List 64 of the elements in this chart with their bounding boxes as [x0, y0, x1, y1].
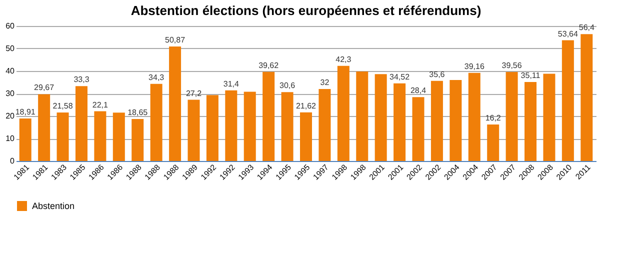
data-label: 35,6 — [429, 70, 446, 79]
bar — [169, 46, 182, 161]
chart-title: Abstention élections (hors européennes et référendums) — [130, 3, 482, 18]
y-tick-label: 40 — [6, 66, 16, 76]
bar — [244, 92, 256, 161]
bar — [374, 74, 387, 161]
data-label: 39,62 — [258, 60, 280, 70]
data-label: 16,2 — [485, 114, 502, 123]
data-label: 34,3 — [148, 72, 165, 82]
bar — [132, 119, 144, 161]
y-tick-label: 50 — [6, 44, 16, 53]
bar — [524, 82, 537, 161]
data-label: 18,91 — [15, 107, 36, 116]
bar — [356, 71, 368, 161]
bar — [487, 124, 500, 161]
bar — [412, 97, 424, 161]
data-label: 18,65 — [128, 108, 148, 118]
data-label: 30,6 — [280, 81, 296, 90]
data-label: 56,4 — [578, 23, 595, 32]
bar — [38, 94, 50, 161]
bar — [468, 72, 480, 161]
y-tick-label: 10 — [6, 134, 16, 143]
data-label: 35,11 — [520, 71, 541, 80]
bar — [75, 86, 88, 161]
data-label: 27,2 — [186, 88, 202, 98]
bar — [94, 111, 106, 161]
bar — [188, 100, 200, 161]
data-label: 33,3 — [74, 75, 90, 84]
data-label: 21,58 — [52, 101, 74, 110]
y-tick-label: 0 — [10, 156, 16, 166]
data-label: 21,62 — [296, 101, 317, 110]
bar — [580, 34, 593, 161]
bar — [394, 83, 406, 161]
data-label: 53,64 — [558, 29, 578, 38]
bar — [56, 112, 69, 161]
data-label: 22,1 — [92, 100, 109, 110]
y-tick-label: 30 — [6, 89, 16, 98]
bar — [262, 72, 275, 161]
bar — [430, 80, 443, 161]
data-label: 34,52 — [390, 72, 410, 82]
bar — [300, 112, 312, 161]
bar — [450, 80, 462, 161]
bar — [337, 66, 350, 161]
bar — [150, 84, 162, 161]
data-label: 39,56 — [502, 60, 522, 70]
bar — [543, 74, 556, 161]
bar — [281, 92, 294, 161]
data-label: 31,4 — [223, 79, 240, 88]
data-label: 32 — [320, 78, 330, 87]
data-label: 50,87 — [165, 36, 186, 45]
bar — [506, 72, 518, 161]
bar — [562, 40, 574, 161]
legend-label: Abstention — [32, 201, 75, 211]
y-tick-label: 20 — [6, 112, 16, 120]
bar — [225, 90, 238, 161]
data-label: 39,16 — [464, 62, 485, 71]
bar — [112, 112, 125, 161]
bar — [19, 118, 32, 161]
data-label: 42,3 — [336, 54, 352, 64]
data-label: 29,67 — [34, 83, 55, 92]
y-tick-label: 60 — [6, 22, 16, 30]
bar — [318, 89, 331, 161]
bar — [206, 95, 218, 161]
data-label: 28,4 — [410, 86, 427, 96]
